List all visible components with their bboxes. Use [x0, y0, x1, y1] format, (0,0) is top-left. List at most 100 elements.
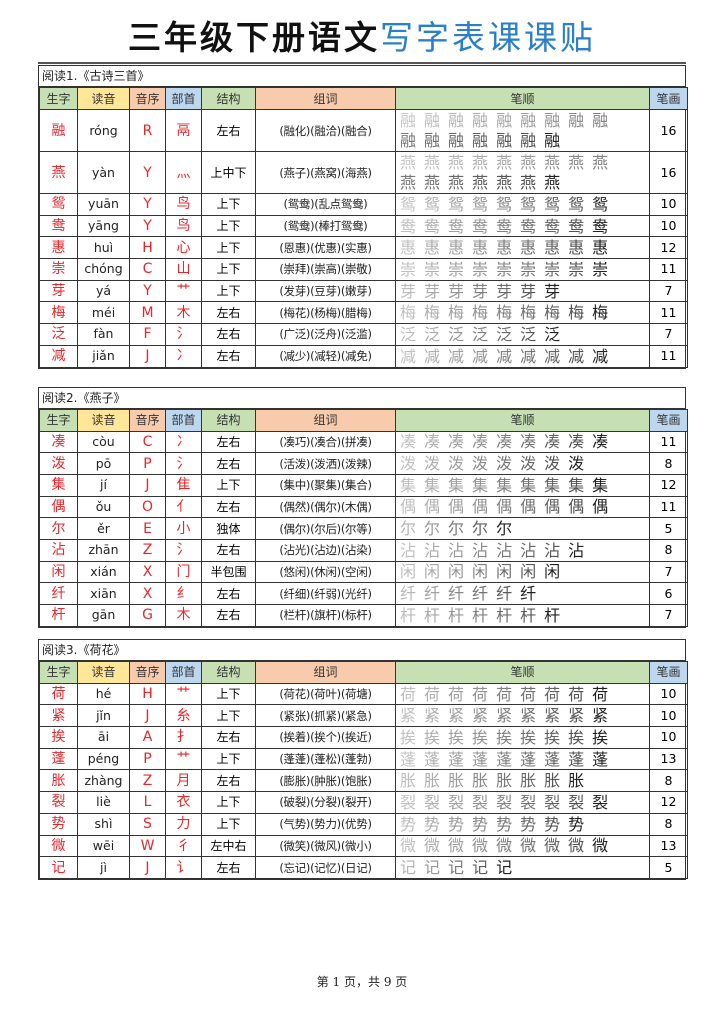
- pinyin-cell: jì: [77, 856, 130, 879]
- stroke-step: 梅: [448, 303, 473, 323]
- radical-cell: 氵: [165, 323, 202, 346]
- stroke-step: 势: [520, 814, 545, 834]
- stroke-step: 梅: [592, 303, 617, 323]
- stroke-step: 芽: [448, 281, 473, 301]
- stroke-step: 势: [448, 814, 473, 834]
- stroke-step: 芽: [496, 281, 521, 301]
- table-row: 闲 xián X 门半包围 (悠闲)(休闲)(空闲) 闲闲闲闲闲闲闲 7: [39, 560, 688, 584]
- stroke-order-cell: 泼泼泼泼泼泼泼泼: [395, 452, 650, 475]
- title-blue: 写字表课课贴: [380, 18, 596, 57]
- column-header: 音序: [129, 660, 166, 684]
- stroke-count-cell: 12: [649, 236, 688, 260]
- column-header: 部首: [165, 87, 202, 110]
- pinyin-cell: huì: [77, 236, 130, 260]
- column-header: 组词: [255, 87, 396, 110]
- stroke-step: 偶: [544, 497, 569, 517]
- stroke-step: 胀: [400, 771, 425, 791]
- pinyin-cell: ǒu: [77, 495, 130, 519]
- stroke-step: 记: [400, 858, 425, 878]
- stroke-step: 惠: [568, 238, 593, 258]
- stroke-step: 微: [520, 836, 545, 856]
- column-header: 笔顺: [395, 87, 650, 110]
- stroke-step: 崇: [544, 259, 569, 279]
- stroke-order-cell: 记记记记记: [395, 856, 650, 879]
- stroke-step: 势: [424, 814, 449, 834]
- stroke-step: 纤: [472, 584, 497, 604]
- char-cell: 荷: [39, 682, 78, 706]
- column-header: 读音: [77, 87, 130, 110]
- column-header: 结构: [201, 408, 256, 432]
- char-cell: 凑: [39, 430, 78, 454]
- stroke-step: 梅: [568, 303, 593, 323]
- radical-cell: 心: [165, 236, 202, 260]
- stroke-step: 融: [592, 110, 617, 130]
- column-header: 部首: [165, 408, 202, 432]
- stroke-step: 泛: [544, 324, 569, 344]
- stroke-step: 鸳: [496, 194, 521, 214]
- stroke-step: 偶: [592, 497, 617, 517]
- words-cell: (紧张)(抓紧)(紧急): [255, 704, 396, 728]
- page-footer: 第 1 页，共 9 页: [316, 975, 408, 989]
- stroke-order-cell: 挨挨挨挨挨挨挨挨挨: [395, 726, 650, 749]
- stroke-count-cell: 11: [649, 301, 688, 325]
- stroke-step: 燕: [592, 152, 617, 172]
- stroke-step: 惠: [448, 238, 473, 258]
- char-cell: 泼: [39, 452, 78, 475]
- stroke-order-cell: 荷荷荷荷荷荷荷荷荷: [395, 682, 650, 706]
- char-cell: 泛: [39, 323, 78, 346]
- structure-cell: 左右: [201, 726, 256, 749]
- stroke-step: 纤: [448, 584, 473, 604]
- stroke-step: 集: [400, 475, 425, 495]
- stroke-step: 闲: [400, 562, 425, 582]
- stroke-step: 势: [544, 814, 569, 834]
- stroke-step: 挨: [568, 727, 593, 747]
- radical-cell: 冫: [165, 430, 202, 454]
- words-cell: (梅花)(杨梅)(腊梅): [255, 301, 396, 325]
- radical-cell: 亻: [165, 495, 202, 519]
- stroke-step: 记: [496, 858, 521, 878]
- pinyin-cell: ěr: [77, 517, 130, 540]
- stroke-step: 微: [544, 836, 569, 856]
- stroke-step: 燕: [448, 172, 473, 192]
- stroke-step: 微: [592, 836, 617, 856]
- radical-cell: 山: [165, 258, 202, 281]
- initial-cell: Z: [129, 769, 166, 793]
- radical-cell: 鸟: [165, 193, 202, 216]
- words-cell: (忘记)(记忆)(日记): [255, 856, 396, 879]
- stroke-step: 杆: [424, 605, 449, 625]
- char-cell: 崇: [39, 258, 78, 281]
- stroke-step: 挨: [472, 727, 497, 747]
- stroke-step: 集: [592, 475, 617, 495]
- pinyin-cell: jí: [77, 473, 130, 497]
- stroke-step: 泛: [400, 324, 425, 344]
- stroke-count-cell: 11: [649, 258, 688, 281]
- stroke-step: 沾: [472, 540, 497, 560]
- stroke-step: 微: [472, 836, 497, 856]
- pinyin-cell: fàn: [77, 323, 130, 346]
- stroke-step: 凑: [448, 432, 473, 452]
- stroke-step: 紧: [520, 706, 545, 726]
- stroke-step: 微: [400, 836, 425, 856]
- stroke-step: 泛: [472, 324, 497, 344]
- stroke-step: 裂: [592, 792, 617, 812]
- stroke-step: 梅: [400, 303, 425, 323]
- stroke-step: 集: [496, 475, 521, 495]
- column-header: 读音: [77, 408, 130, 432]
- stroke-step: 蓬: [400, 749, 425, 769]
- structure-cell: 左右: [201, 323, 256, 346]
- pinyin-cell: gān: [77, 604, 130, 627]
- stroke-step: 纤: [400, 584, 425, 604]
- stroke-step: 胀: [448, 771, 473, 791]
- structure-cell: 上下: [201, 682, 256, 706]
- initial-cell: X: [129, 560, 166, 584]
- stroke-step: 沾: [520, 540, 545, 560]
- char-cell: 芽: [39, 279, 78, 303]
- stroke-step: 荷: [472, 684, 497, 704]
- stroke-step: 记: [472, 858, 497, 878]
- stroke-step: 燕: [472, 152, 497, 172]
- stroke-step: 荷: [520, 684, 545, 704]
- words-cell: (膨胀)(肿胀)(饱胀): [255, 769, 396, 793]
- initial-cell: A: [129, 726, 166, 749]
- table-row: 荷 hé H 艹上下 (荷花)(荷叶)(荷塘) 荷荷荷荷荷荷荷荷荷 10: [39, 682, 688, 706]
- stroke-step: 裂: [400, 792, 425, 812]
